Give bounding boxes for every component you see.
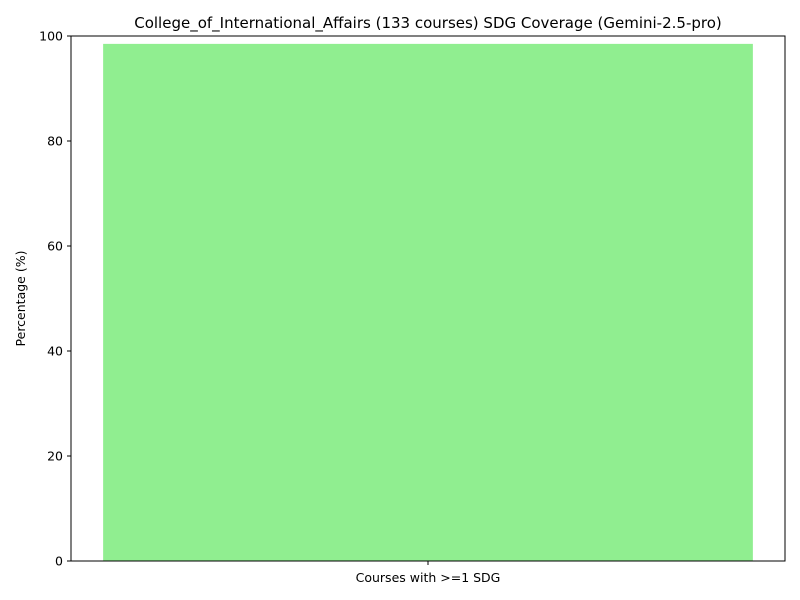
y-tick-label: 40 (47, 344, 63, 359)
x-axis: Courses with >=1 SDG (356, 561, 501, 585)
y-tick-label: 60 (47, 239, 63, 254)
plot-frame (70, 35, 786, 562)
y-axis-label: Percentage (%) (13, 251, 28, 347)
y-tick-label: 0 (55, 554, 63, 569)
x-tick-label: Courses with >=1 SDG (356, 570, 501, 585)
y-tick-label: 80 (47, 134, 63, 149)
y-tick-label: 20 (47, 449, 63, 464)
y-axis: 0 20 40 60 80 100 (39, 29, 71, 569)
bar-0 (103, 43, 753, 561)
chart-title: College_of_International_Affairs (133 co… (134, 14, 722, 33)
bars-group (103, 43, 753, 561)
y-tick-label: 100 (39, 29, 63, 44)
